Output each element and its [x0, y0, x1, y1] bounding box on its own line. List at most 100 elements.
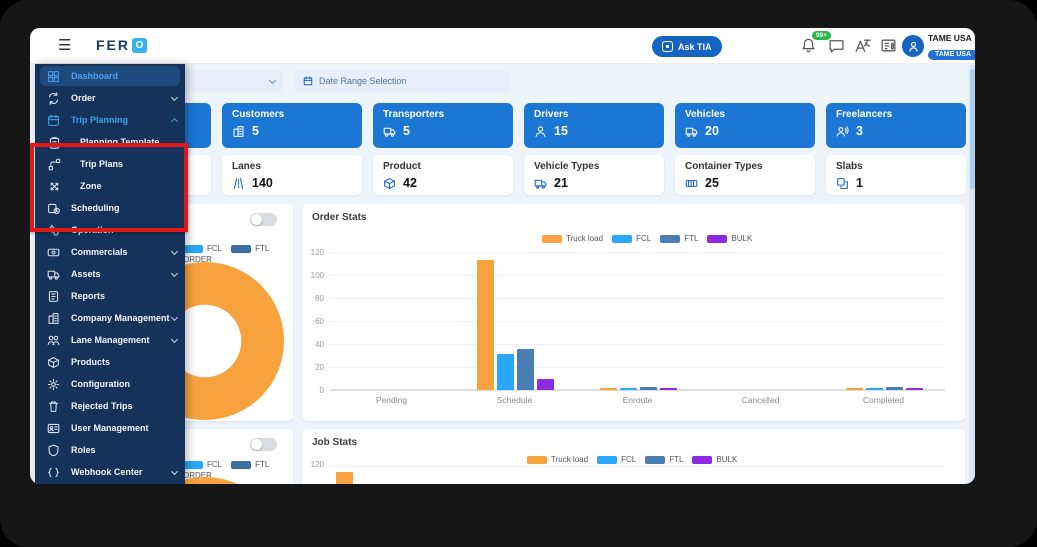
- chevron-down-icon: [170, 335, 179, 343]
- chat-icon[interactable]: [828, 37, 845, 54]
- job-type-donut-chart: [126, 477, 284, 484]
- user-org-badge[interactable]: TAME USA: [928, 49, 975, 60]
- user-info: TAME USA TAME USA: [928, 33, 975, 61]
- truck-icon: [47, 268, 60, 281]
- order-stats-card: Order Stats Truck load FCL FTL BULK 0 20 40 60…: [302, 204, 965, 421]
- stat-card-title: Freelancers: [836, 109, 893, 120]
- person-icon: [534, 125, 547, 138]
- legend-item-truck-load: Truck load: [542, 234, 603, 243]
- stat-card-value-row: 42: [383, 176, 503, 190]
- stat-card-value: 5: [252, 124, 259, 138]
- sidebar-item-zone[interactable]: Zone: [35, 175, 185, 197]
- stat-card-drivers[interactable]: Drivers 15: [524, 103, 664, 148]
- content-scrollbar[interactable]: [969, 65, 975, 484]
- job-stats-title: Job Stats: [312, 437, 358, 448]
- user-avatar[interactable]: [902, 35, 924, 57]
- sidebar-item-configuration[interactable]: Configuration: [35, 373, 185, 395]
- chevron-down-icon: [170, 269, 179, 277]
- road-icon: [232, 177, 245, 190]
- gridline-0: [330, 390, 945, 391]
- scrollbar-thumb[interactable]: [969, 69, 975, 189]
- stat-card-slabs[interactable]: Slabs 1: [826, 155, 966, 195]
- stat-card-value-row: 5: [383, 124, 503, 138]
- sidebar-item-scheduling[interactable]: Scheduling: [35, 197, 185, 219]
- ask-tia-button[interactable]: Ask TIA: [652, 36, 722, 57]
- stat-card-value: 20: [705, 124, 719, 138]
- sidebar-item-planning-template[interactable]: Planning Template: [35, 131, 185, 153]
- legend-item-fcl: FCL: [183, 244, 222, 253]
- sidebar-item-dashboard[interactable]: Dashboard: [35, 65, 185, 87]
- sidebar-item-operation[interactable]: Operation: [35, 219, 185, 241]
- sidebar-item-rejected-trips[interactable]: Rejected Trips: [35, 395, 185, 417]
- user-name: TAME USA: [928, 33, 972, 43]
- bar-schedule-fcl: [496, 354, 514, 390]
- chevron-down-icon: [170, 467, 179, 475]
- legend-label: Truck load: [551, 455, 589, 464]
- ytick-120: 120: [310, 248, 324, 257]
- legend-swatch: [692, 455, 713, 464]
- stat-card-transporters[interactable]: Transporters 5: [373, 103, 513, 148]
- stat-card-container-types[interactable]: Container Types 25: [675, 155, 815, 195]
- box-icon: [47, 356, 60, 369]
- bar-schedule-truck-load: [476, 260, 494, 390]
- gear-icon: [47, 378, 60, 391]
- hamburger-menu-icon[interactable]: ☰: [58, 37, 72, 54]
- report-icon: [47, 290, 60, 303]
- sidebar-item-label: Assets: [71, 269, 101, 279]
- gridline-100: [330, 275, 945, 276]
- job-donut-legend: FCL FTL: [183, 460, 269, 469]
- legend-swatch: [231, 244, 252, 253]
- news-card-icon[interactable]: [880, 37, 897, 54]
- sidebar-item-user-management[interactable]: User Management: [35, 417, 185, 439]
- truck-icon: [383, 125, 396, 138]
- stat-card-title: Vehicle Types: [534, 161, 600, 172]
- sidebar-item-label: Roles: [71, 445, 96, 455]
- sidebar-item-order[interactable]: Order: [35, 87, 185, 109]
- legend-label: FTL: [684, 234, 699, 243]
- sidebar-item-roles[interactable]: Roles: [35, 439, 185, 461]
- stat-card-value-row: 25: [685, 176, 805, 190]
- sidebar-item-trip-plans[interactable]: Trip Plans: [35, 153, 185, 175]
- stat-card-vehicles[interactable]: Vehicles 20: [675, 103, 815, 148]
- stat-card-freelancers[interactable]: Freelancers 3: [826, 103, 966, 148]
- order-donut-toggle[interactable]: [250, 213, 277, 226]
- legend-label: FTL: [255, 244, 270, 253]
- date-range-field[interactable]: Date Range Selection: [295, 70, 510, 92]
- sidebar-item-label: Trip Plans: [80, 159, 124, 169]
- ytick-40: 40: [315, 340, 324, 349]
- sidebar-item-webhook-center[interactable]: Webhook Center: [35, 461, 185, 483]
- sidebar-item-company-management[interactable]: Company Management: [35, 307, 185, 329]
- money-icon: [47, 246, 60, 259]
- trash-icon: [47, 400, 60, 413]
- stat-card-vehicle-types[interactable]: Vehicle Types 21: [524, 155, 664, 195]
- sidebar-item-commercials[interactable]: Commercials: [35, 241, 185, 263]
- sidebar-item-products[interactable]: Products: [35, 351, 185, 373]
- stat-card-customers[interactable]: Customers 5: [222, 103, 362, 148]
- legend-item-fcl: FCL: [597, 455, 636, 464]
- job-donut-toggle[interactable]: [250, 438, 277, 451]
- sidebar-item-trip-planning[interactable]: Trip Planning: [35, 109, 185, 131]
- job-stats-gridline: [330, 466, 945, 467]
- stat-card-product[interactable]: Product 42: [373, 155, 513, 195]
- translate-icon[interactable]: [854, 37, 871, 54]
- legend-label: BULK: [716, 455, 738, 464]
- order-stats-plot: 0 20 40 60 80 100 120 Pending Schedule Enroute Can…: [311, 248, 945, 405]
- bar-completed-ftl: [885, 386, 903, 390]
- layers-icon: [836, 177, 849, 190]
- chevron-down-icon: [268, 76, 277, 84]
- ask-tia-label: Ask TIA: [678, 41, 712, 52]
- legend-item-truck-load: Truck load: [527, 455, 588, 464]
- sidebar-item-reports[interactable]: Reports: [35, 285, 185, 307]
- stat-card-lanes[interactable]: Lanes 140: [222, 155, 362, 195]
- category-label-enroute: Enroute: [622, 395, 653, 405]
- sidebar-item-assets[interactable]: Assets: [35, 263, 185, 285]
- operation-icon: [47, 224, 60, 237]
- legend-swatch: [645, 455, 666, 464]
- sidebar-item-label: Configuration: [71, 379, 130, 389]
- sidebar-item-label: Dashboard: [71, 71, 119, 81]
- building-icon: [47, 312, 60, 325]
- bell-icon[interactable]: [800, 37, 817, 54]
- legend-item-fcl: FCL: [612, 234, 651, 243]
- sidebar-item-lane-management[interactable]: Lane Management: [35, 329, 185, 351]
- legend-swatch: [612, 234, 633, 243]
